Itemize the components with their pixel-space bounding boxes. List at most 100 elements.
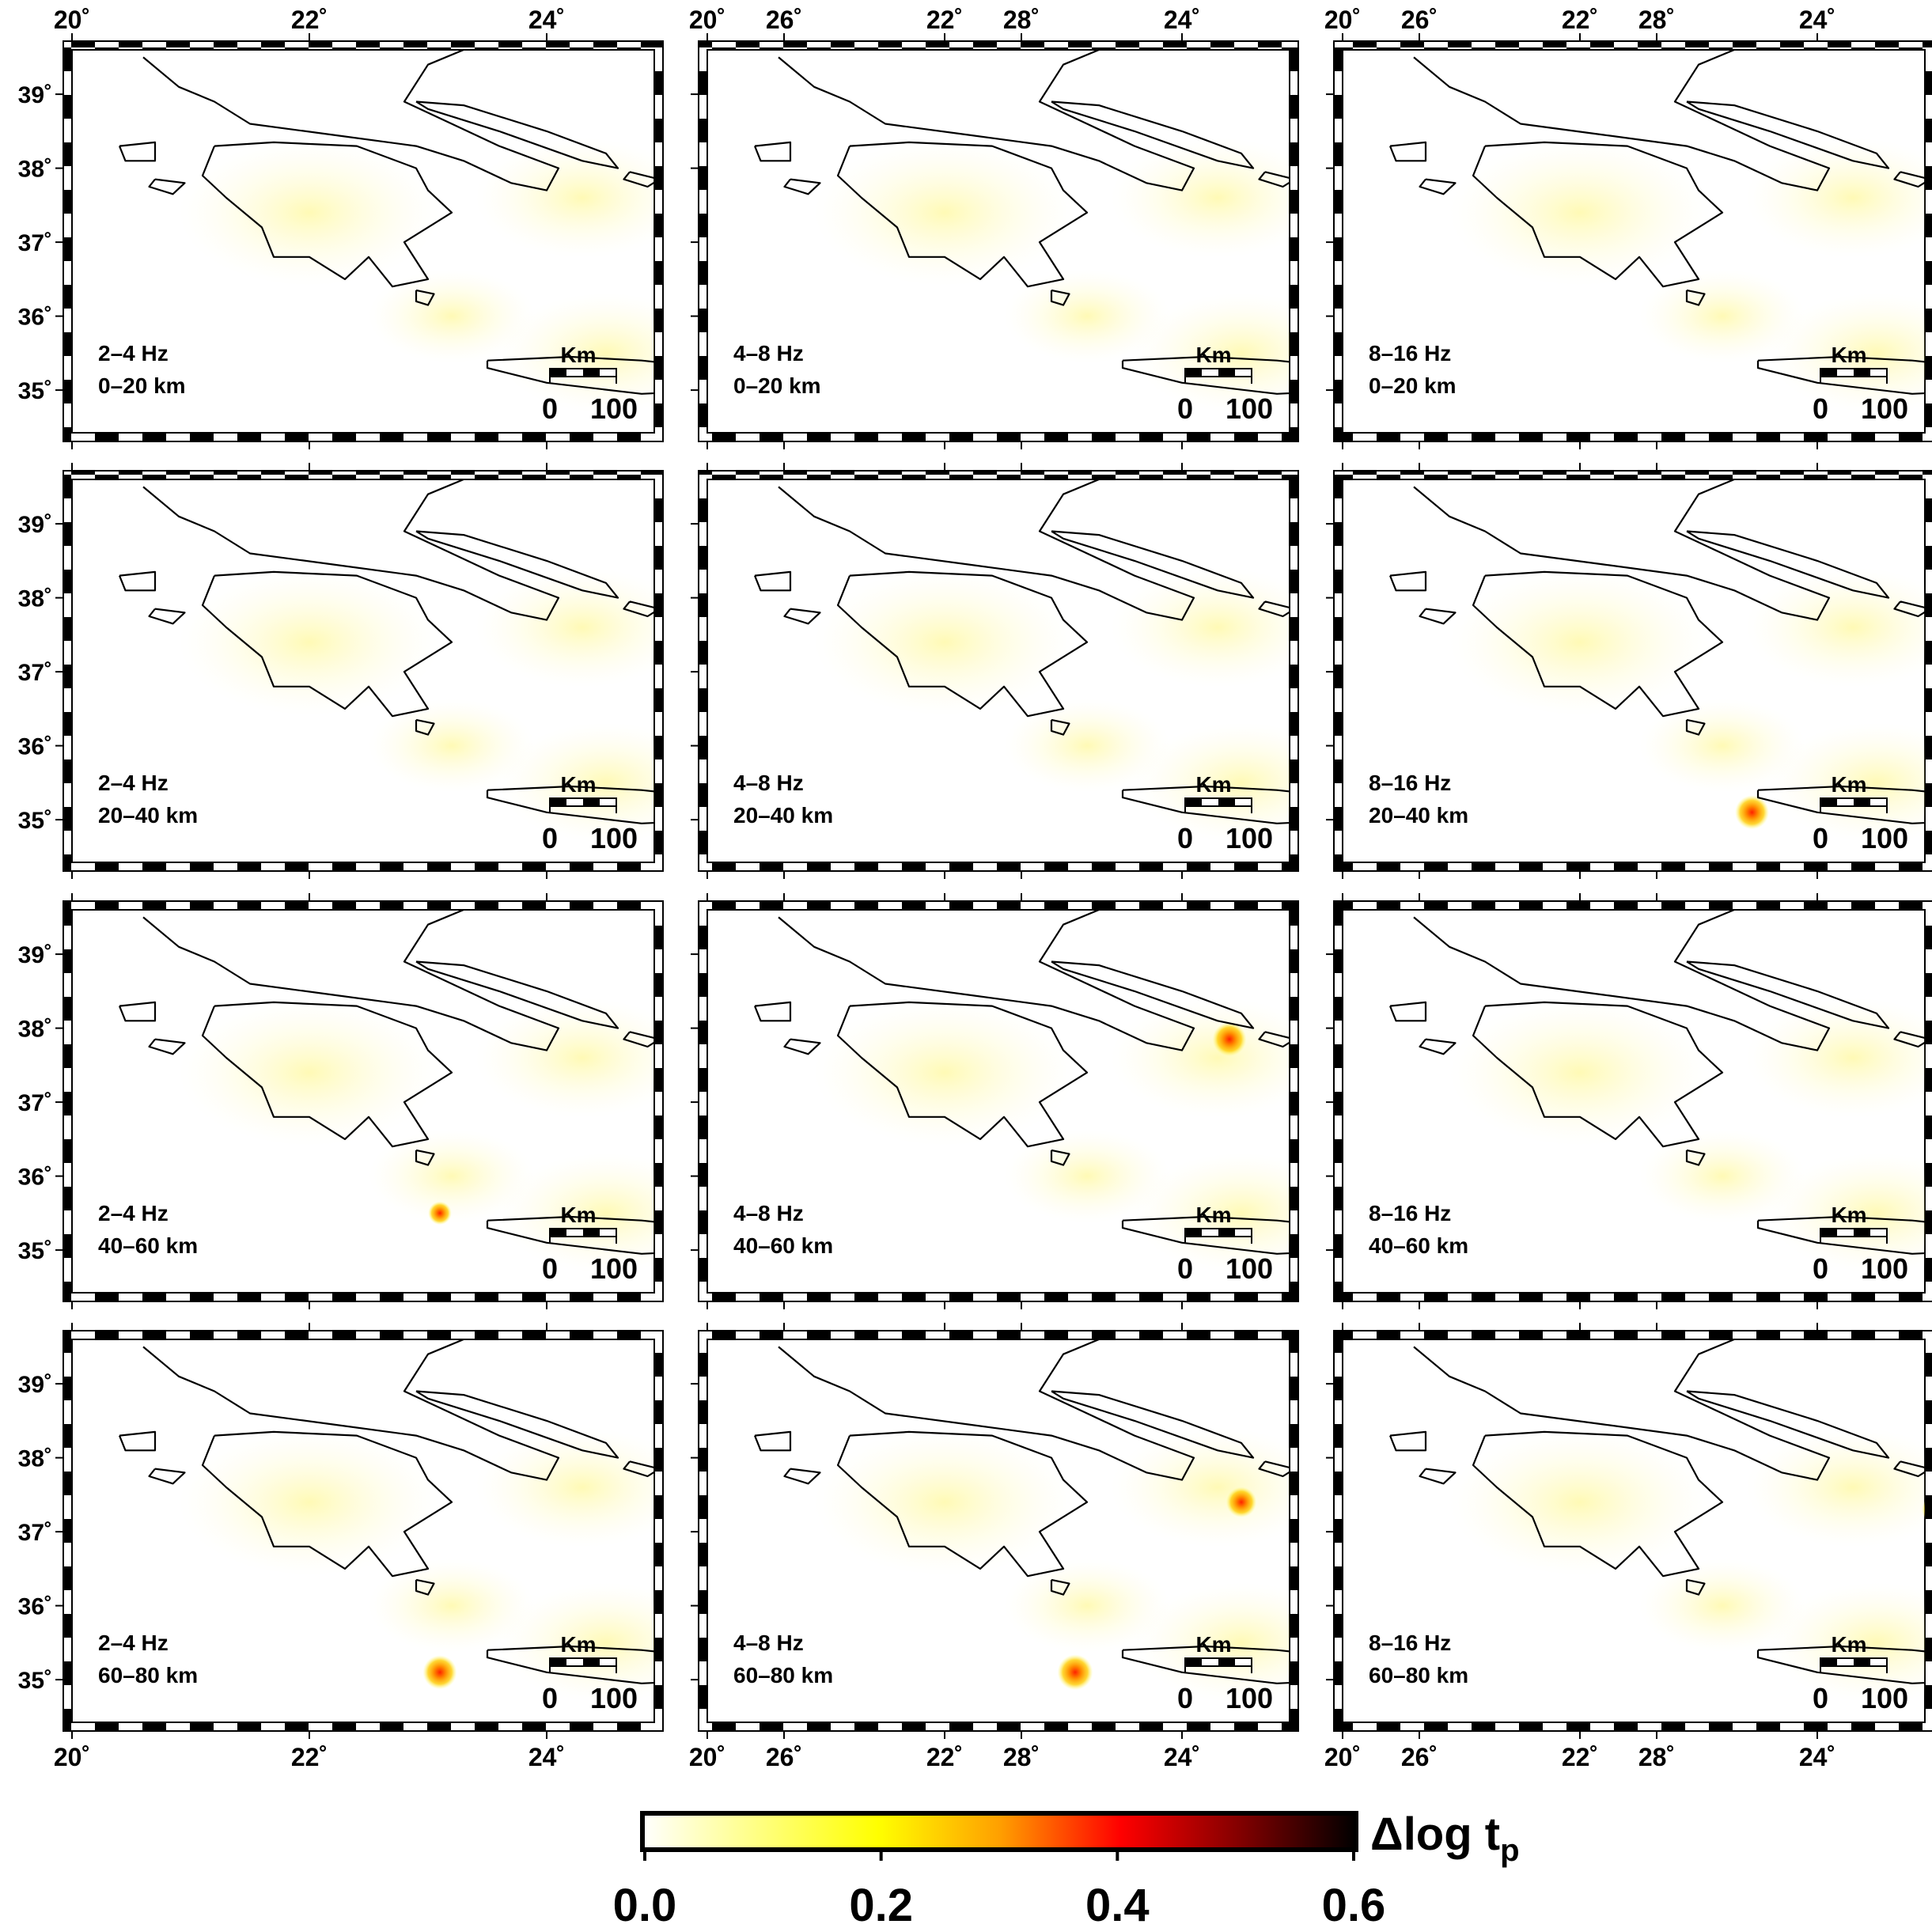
coastline-andros <box>1258 171 1290 188</box>
scale-bar-label-0: 0 <box>1813 392 1828 425</box>
coastline-crete <box>1756 355 1925 395</box>
map-panel: 39˚ 38˚ 37˚ 36˚ 35˚ 2–4 Hz 20–40 km Km0 100 <box>18 463 1022 879</box>
coastline-peloponnese <box>1472 1430 1724 1578</box>
coastline-mainland <box>142 910 560 1051</box>
coastline-kythira <box>415 1149 435 1166</box>
scale-bar-label-100: 100 <box>590 1682 638 1714</box>
lat-tick-label: 38˚ <box>18 1446 52 1472</box>
panel-depth-label: 20–40 km <box>98 803 198 828</box>
panel-band-label: 2–4 Hz <box>98 1631 169 1655</box>
map-panel: 20˚ 22˚ 24˚ 26˚ 28˚ 4–8 Hz 60–80 km Km0 100 <box>689 1323 1675 1771</box>
coastline-peloponnese <box>201 1001 453 1148</box>
anomaly-blob <box>475 138 654 258</box>
scale-bar: Km0 100 <box>1813 1203 1908 1285</box>
map-panel: 4–8 Hz 40–60 km Km 0 100 <box>691 893 1657 1309</box>
coastline-zakynthos <box>148 1038 186 1055</box>
lat-tick-label: 36˚ <box>18 1594 52 1620</box>
coastline-kythira <box>415 289 435 306</box>
coastline-mainland <box>1413 1339 1831 1481</box>
lat-tick-label: 39˚ <box>18 82 52 108</box>
coastline-zakynthos <box>783 1038 821 1055</box>
panel-depth-label: 60–80 km <box>98 1663 198 1687</box>
map-panel: 20˚ 22˚ 24˚ 26˚ 28˚ 8–16 Hz 60–80 km Km0 100 <box>1324 1323 1932 1771</box>
coastlines <box>118 910 654 1255</box>
lon-tick-label-top: 20˚ <box>54 6 90 34</box>
scale-bar-segment <box>1218 1229 1235 1237</box>
coastline-crete <box>1121 1645 1290 1684</box>
lat-tick-label: 38˚ <box>18 157 52 183</box>
coastline-mainland <box>142 50 560 191</box>
scale-bar-unit: Km <box>1195 1203 1231 1227</box>
scale-bar: Km0 100 <box>1177 343 1273 425</box>
scale-bar-label-100: 100 <box>1861 1252 1908 1285</box>
lon-tick-label-bottom: 24˚ <box>528 1743 565 1771</box>
panel-depth-label: 40–60 km <box>98 1233 198 1258</box>
scale-bar-unit: Km <box>560 343 596 367</box>
scale-bar-segment <box>1820 369 1837 377</box>
anomaly-blob <box>179 999 440 1146</box>
scale-bar-unit: Km <box>560 772 596 797</box>
scale-bar-segment <box>583 1229 600 1237</box>
scale-bar: Km0 100 <box>542 1203 638 1285</box>
panel-depth-label: 60–80 km <box>1369 1663 1468 1687</box>
panel-band-label: 8–16 Hz <box>1369 1201 1451 1225</box>
anomaly-hotspot <box>1922 1500 1925 1519</box>
anomaly-blob <box>1449 139 1710 286</box>
scale-bar-segment <box>1185 798 1202 806</box>
anomaly-blob <box>814 569 1075 716</box>
scale-bar: Km0 100 <box>542 772 638 854</box>
coastline-peloponnese <box>201 570 453 718</box>
anomaly-blob <box>1111 567 1290 687</box>
panel-band-label: 2–4 Hz <box>98 341 169 366</box>
anomaly-blob <box>369 269 535 363</box>
lon-tick-label-bottom: 28˚ <box>1003 1743 1040 1771</box>
scale-bar-segment <box>550 1658 566 1666</box>
scale-bar-label-0: 0 <box>542 822 558 854</box>
lat-tick-label: 37˚ <box>18 230 52 256</box>
anomaly-blob <box>369 1129 535 1223</box>
anomaly-blob <box>475 1427 654 1547</box>
coastline-kythira <box>1050 1149 1070 1166</box>
anomaly-hotspot <box>422 1655 457 1690</box>
coastline-crete <box>486 785 654 824</box>
coastline-evia <box>1686 1390 1890 1459</box>
coastline-andros <box>1258 600 1290 618</box>
coastline-andros <box>623 600 654 618</box>
panel-depth-label: 40–60 km <box>1369 1233 1468 1258</box>
panel-band-label: 2–4 Hz <box>98 1201 169 1225</box>
lon-tick-label-top: 22˚ <box>291 6 328 34</box>
coastlines <box>1388 1339 1925 1684</box>
anomaly-blob <box>814 139 1075 286</box>
coastline-zakynthos <box>1419 608 1457 625</box>
scale-bar-label-100: 100 <box>1225 1682 1273 1714</box>
coastlines <box>1388 479 1925 824</box>
lat-tick-label: 37˚ <box>18 660 52 686</box>
coastline-kythira <box>1685 718 1706 736</box>
coastline-kythira <box>1050 1578 1070 1596</box>
panel-band-label: 4–8 Hz <box>733 1631 804 1655</box>
map-panel: 39˚ 38˚ 37˚ 36˚ 35˚ 20˚ 22˚ 24˚ 26˚ 28˚ 2–4 Hz 0–20… <box>18 6 1040 449</box>
anomaly-blob <box>1746 567 1925 687</box>
colorbar: Δlog tp 0.0 0.2 0.4 0.6 <box>613 1809 1520 1928</box>
anomaly-blob <box>475 998 654 1118</box>
scale-bar-segment <box>1185 369 1202 377</box>
coastline-evia <box>415 100 619 169</box>
colorbar-ticks: 0.0 0.2 0.4 0.6 <box>613 1850 1385 1928</box>
coastline-mainland <box>778 479 1195 621</box>
scale-bar-label-100: 100 <box>1861 822 1908 854</box>
scale-bar-label-100: 100 <box>590 1252 638 1285</box>
coastline-kefalonia <box>753 1001 792 1022</box>
coastline-kefalonia <box>1388 1001 1427 1022</box>
coastline-andros <box>623 1031 654 1048</box>
lon-tick-label-top: 28˚ <box>1638 6 1675 34</box>
scale-bar: Km0 100 <box>1813 343 1908 425</box>
lon-tick-label-top: 22˚ <box>1562 6 1598 34</box>
coastlines <box>1388 910 1925 1255</box>
anomaly-field <box>814 1427 1290 1703</box>
scale-bar-label-0: 0 <box>1177 1252 1193 1285</box>
panel-band-label: 4–8 Hz <box>733 771 804 795</box>
coastline-kythira <box>1685 1578 1706 1596</box>
scale-bar-segment <box>1820 1658 1837 1666</box>
colorbar-gradient <box>640 1811 1358 1852</box>
